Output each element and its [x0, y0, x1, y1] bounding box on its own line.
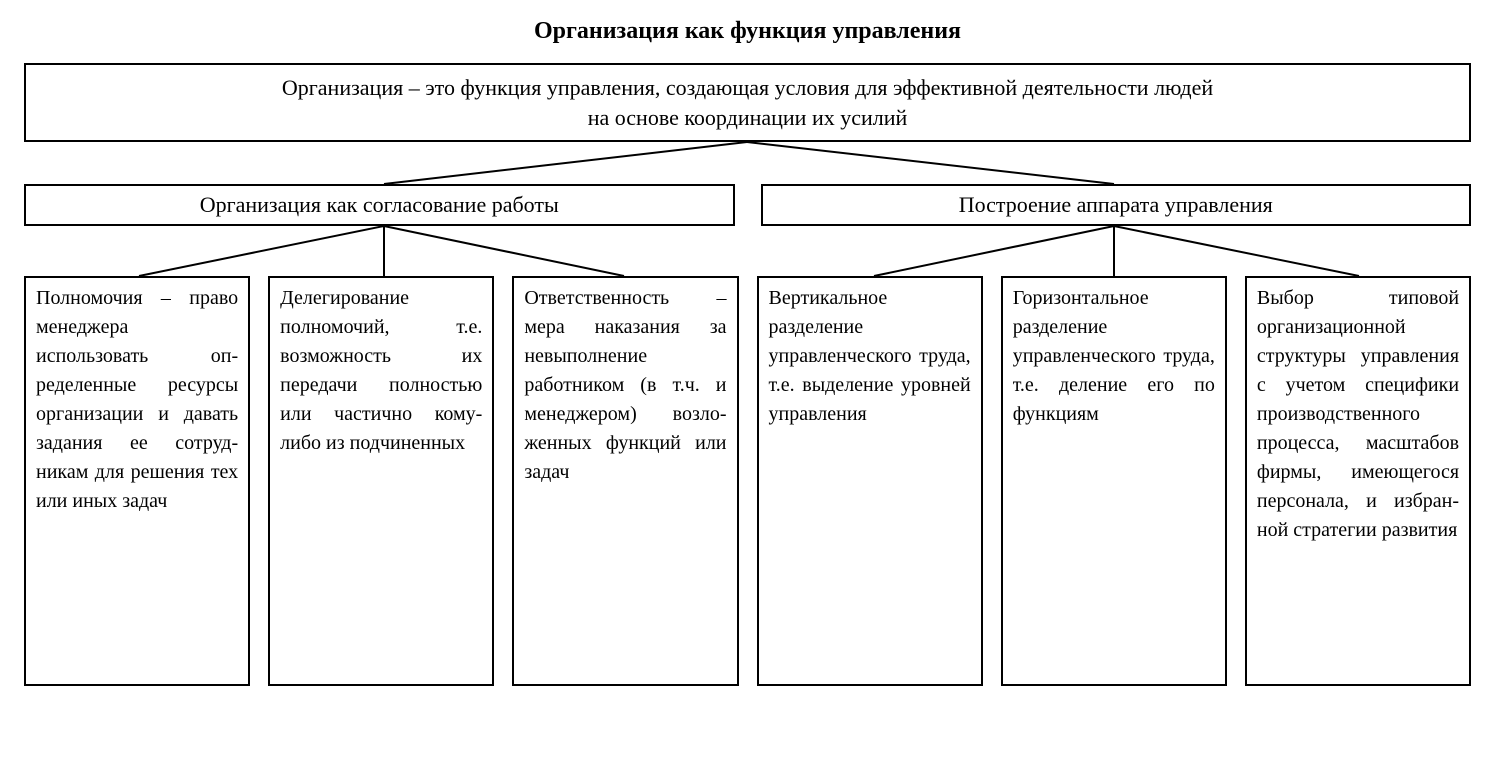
leaf-node-5: Горизонтальное разделение управленческог… [1001, 276, 1227, 686]
leaf-node-2: Делегирование полномочий, т.е. возможнос… [268, 276, 494, 686]
leaf-node-4: Вертикальное разделение управленческого … [757, 276, 983, 686]
leaf-node-3: Ответственность – мера наказания за невы… [512, 276, 738, 686]
diagram-title: Организация как функция управления [18, 18, 1477, 45]
root-line-1: Организация – это функция управления, со… [282, 75, 1213, 100]
leaf-row: Полномочия – право менеджера использоват… [24, 276, 1471, 686]
mid-node-left: Организация как согласование работы [24, 184, 735, 226]
diagram-page: Организация как функция управления Орган… [0, 0, 1495, 716]
root-line-2: на основе координации их усилий [588, 105, 908, 130]
leaf-node-6: Выбор типовой организационной структуры … [1245, 276, 1471, 686]
mid-node-left-label: Организация как согласование работы [200, 192, 559, 217]
mid-node-right-label: Построение аппарата управления [959, 192, 1273, 217]
root-node: Организация – это функция управления, со… [24, 63, 1471, 142]
connector-root-to-mid [24, 142, 1471, 184]
mid-node-right: Построение аппарата управления [761, 184, 1472, 226]
leaf-node-1: Полномочия – право менеджера использоват… [24, 276, 250, 686]
mid-row: Организация как согласование работы Пост… [24, 184, 1471, 226]
connector-mid-to-leaves [24, 226, 1471, 276]
